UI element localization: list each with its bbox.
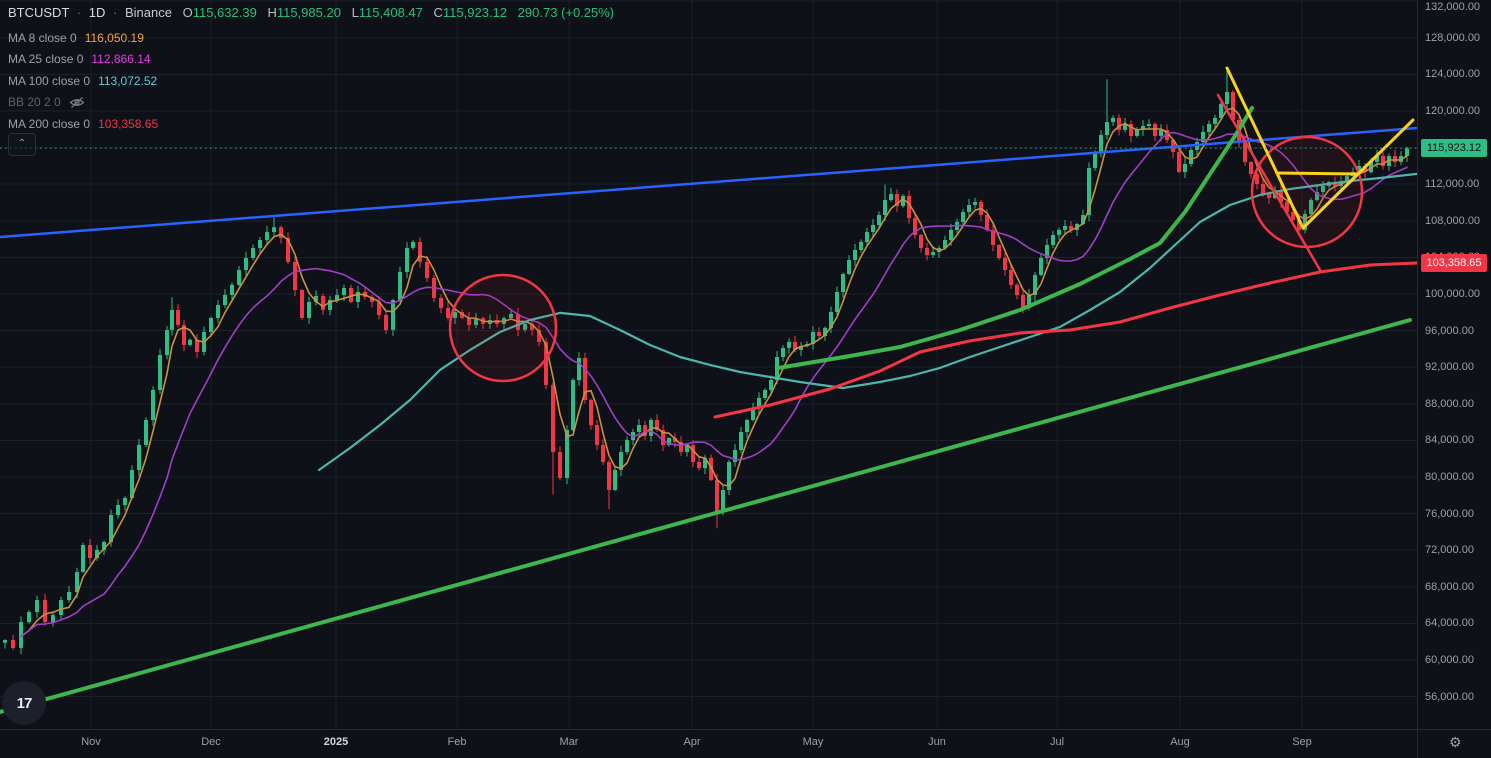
green-curve-drawing bbox=[776, 106, 1254, 370]
close-label: C bbox=[433, 5, 443, 20]
legend-label: BB 20 2 0 bbox=[8, 95, 61, 110]
price-axis-label: 100,000.00 bbox=[1425, 287, 1481, 300]
green-trendline-drawing bbox=[0, 318, 1412, 714]
candlestick-chart-canvas[interactable] bbox=[0, 0, 1417, 729]
legend-row-1[interactable]: MA 8 close 0 116,050.19 bbox=[8, 27, 158, 49]
price-axis-label: 128,000.00 bbox=[1425, 31, 1481, 44]
separator-dot: · bbox=[76, 5, 82, 20]
time-axis-label: May bbox=[802, 736, 824, 748]
ma200-line bbox=[713, 261, 1417, 419]
ma100-line bbox=[317, 172, 1417, 472]
legend-label: MA 100 close 0 bbox=[8, 73, 91, 88]
yellow-pattern-line-2 bbox=[1275, 171, 1360, 176]
last-price-badge: 115,923.12 bbox=[1421, 139, 1487, 158]
legend-value: 112,866.14 bbox=[91, 52, 151, 67]
high-value: 115,985.20 bbox=[276, 5, 341, 20]
candle-bodies bbox=[3, 92, 1409, 648]
price-axis-label: 132,000.00 bbox=[1425, 1, 1481, 13]
price-axis-label: 84,000.00 bbox=[1425, 434, 1474, 447]
time-axis-label: Apr bbox=[683, 736, 701, 748]
eye-off-icon[interactable] bbox=[69, 96, 85, 109]
time-axis-label: Aug bbox=[1170, 736, 1190, 748]
legend-row-4[interactable]: BB 20 2 0 bbox=[8, 92, 158, 114]
symbol-name[interactable]: BTCUSDT bbox=[8, 5, 70, 20]
yellow-pattern-line-3 bbox=[1301, 118, 1415, 230]
time-axis-label: Jul bbox=[1049, 736, 1065, 748]
axis-corner-divider bbox=[1417, 730, 1418, 758]
legend-label: MA 25 close 0 bbox=[8, 52, 84, 67]
price-axis-label: 76,000.00 bbox=[1425, 507, 1474, 520]
time-axis[interactable]: ⚙ Nov Dec 2025 Feb Mar Apr May Jun Jul Aug Sep bbox=[0, 729, 1491, 758]
gear-icon[interactable]: ⚙ bbox=[1449, 734, 1462, 750]
price-axis-label: 72,000.00 bbox=[1425, 544, 1474, 557]
ma200-price-badge: 103,358.65 bbox=[1421, 254, 1487, 273]
price-axis-label: 80,000.00 bbox=[1425, 471, 1474, 483]
high-label: H bbox=[267, 5, 277, 20]
price-axis-label: 92,000.00 bbox=[1425, 361, 1474, 374]
time-axis-label: Sep bbox=[1292, 736, 1312, 748]
price-axis-label: 96,000.00 bbox=[1425, 324, 1474, 337]
legend-value: 103,358.65 bbox=[98, 116, 159, 131]
symbol-header: BTCUSDT · 1D · Binance O115,632.39 H115,… bbox=[8, 5, 614, 20]
red-trendline-drawing bbox=[1216, 93, 1322, 272]
low-label: L bbox=[351, 5, 359, 20]
price-axis-label: 56,000.00 bbox=[1425, 690, 1474, 703]
open-label: O bbox=[182, 5, 193, 20]
legend-value: 116,050.19 bbox=[84, 30, 144, 45]
legend-row-3[interactable]: MA 100 close 0 113,072.52 bbox=[8, 70, 158, 92]
legend-row-5[interactable]: MA 200 close 0 103,358.65 bbox=[8, 113, 158, 135]
tradingview-logo-glyph: 17 bbox=[16, 694, 33, 712]
time-axis-label: 2025 bbox=[323, 736, 349, 748]
legend-label: MA 8 close 0 bbox=[8, 30, 77, 45]
ma8-line bbox=[20, 107, 1408, 638]
price-axis-label: 88,000.00 bbox=[1425, 397, 1474, 410]
time-axis-label: Mar bbox=[559, 736, 579, 748]
legend-collapse-button[interactable]: ⌃ bbox=[8, 133, 36, 156]
open-value: 115,632.39 bbox=[192, 5, 257, 20]
time-axis-label: Dec bbox=[201, 736, 221, 748]
time-axis-label: Feb bbox=[447, 736, 467, 748]
price-axis-label: 68,000.00 bbox=[1425, 580, 1474, 593]
legend-value: 113,072.52 bbox=[98, 73, 158, 88]
indicator-legend: MA 8 close 0 116,050.19 MA 25 close 0 112,8… bbox=[8, 27, 158, 135]
time-axis-label: Nov bbox=[81, 736, 101, 748]
exchange-label: Binance bbox=[124, 5, 172, 20]
tradingview-logo[interactable]: 17 bbox=[2, 681, 46, 725]
price-axis-label: 120,000.00 bbox=[1425, 104, 1481, 117]
price-axis-label: 60,000.00 bbox=[1425, 654, 1474, 666]
timeframe-label[interactable]: 1D bbox=[88, 5, 106, 20]
ma25-line bbox=[20, 131, 1408, 638]
price-axis-label: 112,000.00 bbox=[1425, 178, 1480, 191]
blue-trendline-drawing bbox=[0, 126, 1417, 239]
red-circle-drawing-1 bbox=[448, 273, 558, 383]
separator-dot: · bbox=[113, 5, 118, 20]
legend-row-2[interactable]: MA 25 close 0 112,866.14 bbox=[8, 49, 158, 71]
price-axis-label: 108,000.00 bbox=[1425, 214, 1481, 227]
change-value: 290.73 (+0.25%) bbox=[517, 5, 615, 20]
price-axis-label: 64,000.00 bbox=[1425, 617, 1474, 630]
low-value: 115,408.47 bbox=[358, 5, 423, 20]
close-value: 115,923.12 bbox=[442, 5, 508, 20]
time-axis-label: Jun bbox=[928, 736, 946, 748]
price-axis-label: 124,000.00 bbox=[1425, 68, 1481, 81]
price-axis[interactable]: 56,000.00 60,000.00 64,000.00 68,000.00 72,0… bbox=[1417, 0, 1491, 729]
legend-label: MA 200 close 0 bbox=[8, 116, 91, 131]
